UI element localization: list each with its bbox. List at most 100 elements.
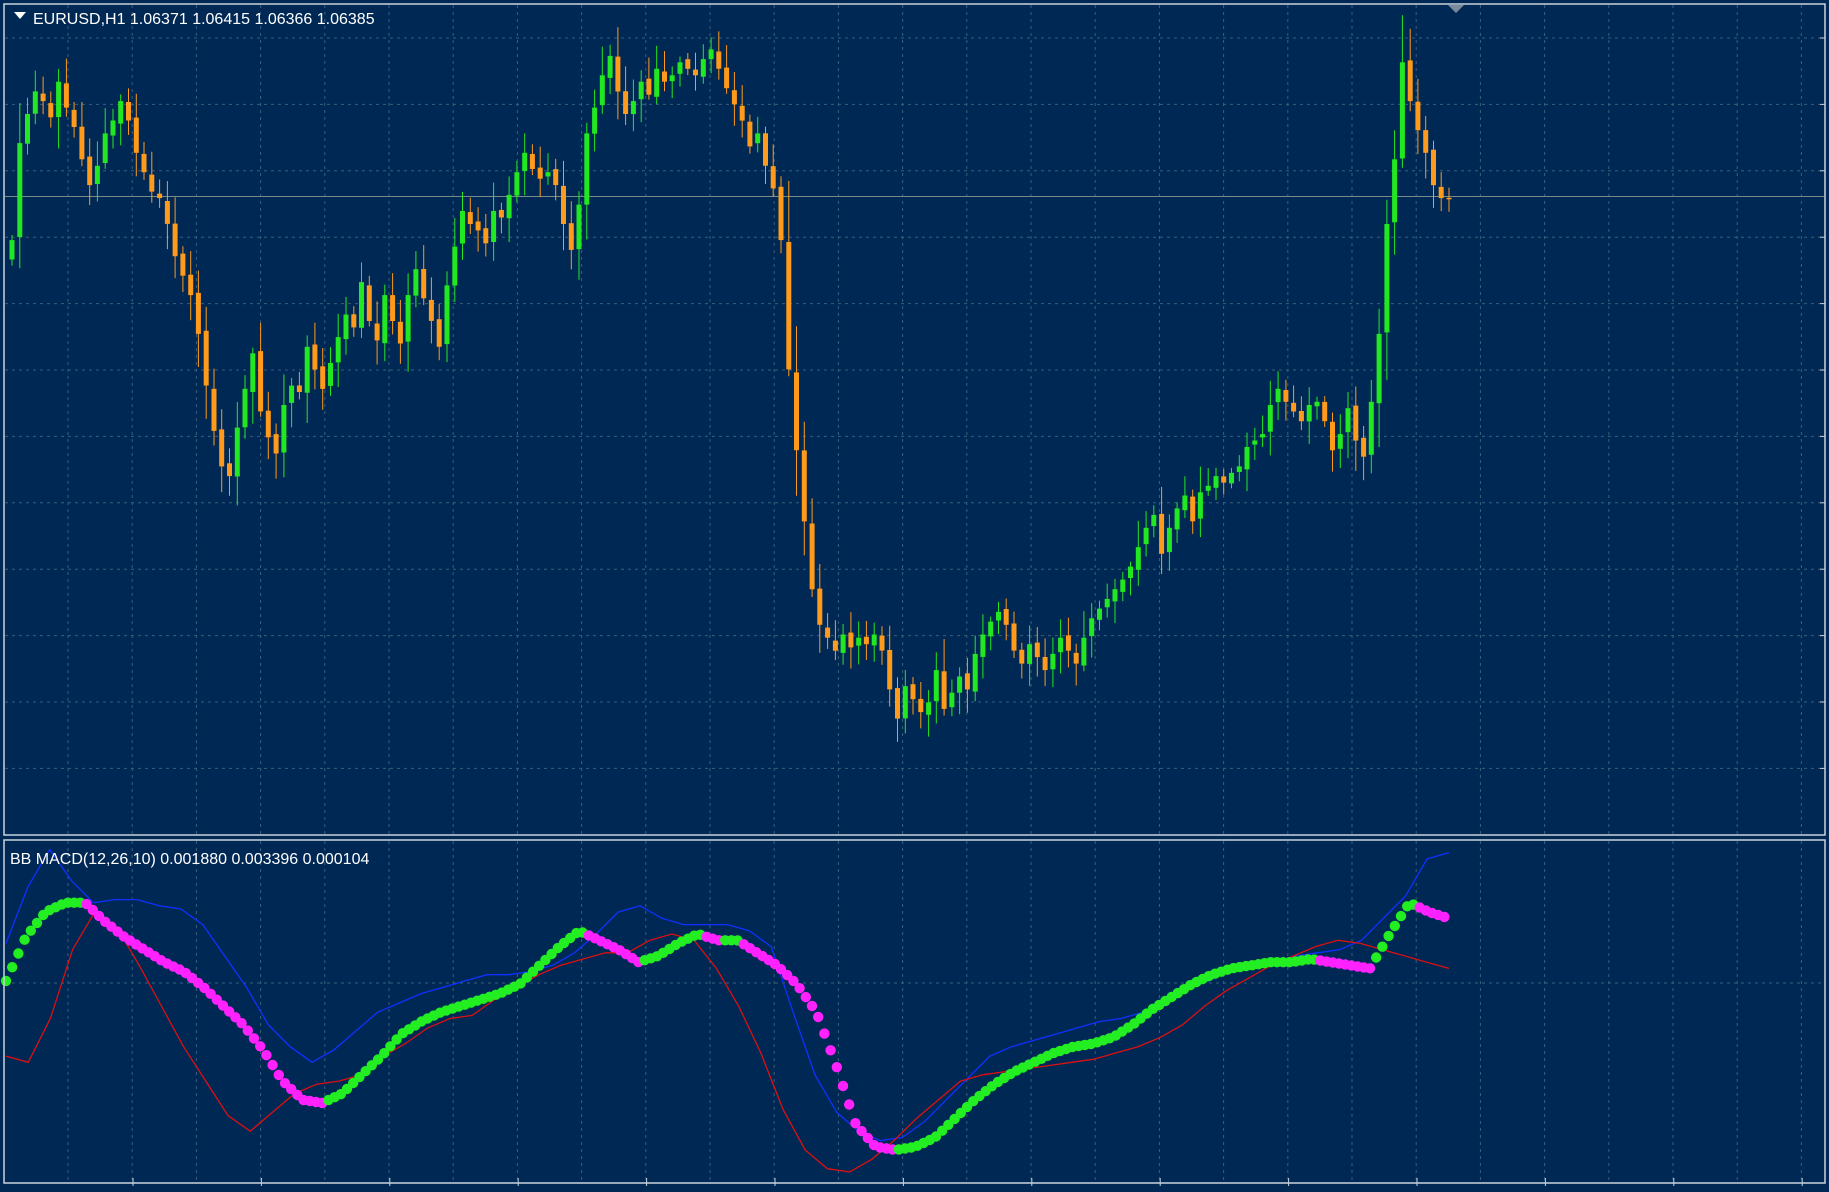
candle-body — [1446, 197, 1452, 200]
candle-body — [607, 55, 613, 78]
candle-body — [63, 83, 69, 108]
candle-body — [863, 636, 869, 645]
candle — [708, 37, 714, 74]
candle-body — [848, 632, 854, 648]
candle-body — [219, 429, 225, 467]
candle-body — [79, 126, 85, 160]
candle — [1392, 130, 1398, 255]
candle-body — [32, 91, 38, 114]
price-panel[interactable]: EURUSD,H1 1.06371 1.06415 1.06366 1.0638… — [3, 3, 1826, 836]
candle-body — [141, 153, 147, 173]
macd-dot-falling — [813, 1011, 824, 1023]
candle-body — [763, 133, 768, 166]
candle-body — [1330, 421, 1335, 451]
candle-body — [902, 686, 908, 719]
candle-body — [195, 292, 201, 334]
candle — [475, 207, 481, 252]
candle-body — [561, 185, 566, 224]
candle — [1058, 619, 1064, 674]
macd-dot-rising — [1389, 920, 1401, 932]
candle — [1252, 427, 1258, 460]
candle — [467, 197, 473, 234]
candle-body — [164, 201, 170, 224]
candle — [157, 179, 163, 208]
candle — [677, 56, 683, 87]
candle — [1174, 502, 1180, 543]
candle-body — [188, 274, 194, 296]
candle-body — [755, 133, 761, 144]
candle — [778, 176, 784, 254]
candle-body — [413, 269, 419, 296]
candle-body — [778, 186, 784, 241]
candle — [126, 88, 131, 135]
candle-body — [335, 337, 341, 363]
candle — [444, 271, 450, 363]
macd-dot-falling — [844, 1099, 855, 1110]
collapse-triangle-icon[interactable] — [14, 12, 26, 19]
candle — [1236, 455, 1242, 482]
macd-dot-falling — [788, 975, 799, 987]
candle-body — [1034, 642, 1040, 658]
candle — [460, 191, 465, 260]
candle-body — [592, 107, 598, 134]
candle-body — [1392, 159, 1398, 223]
candle-body — [910, 684, 916, 700]
candle — [1166, 514, 1172, 571]
candle — [227, 448, 232, 496]
candle — [436, 304, 442, 361]
candle-body — [522, 152, 528, 171]
candle-body — [568, 223, 574, 250]
chart-shift-marker-icon[interactable] — [1448, 5, 1464, 13]
candle — [1322, 396, 1328, 427]
candle — [312, 322, 318, 390]
candle — [1376, 308, 1382, 447]
candle-body — [1322, 401, 1328, 422]
candle-body — [677, 62, 683, 74]
candle — [646, 57, 652, 100]
macd-panel[interactable]: BB MACD(12,26,10) 0.001880 0.003396 0.00… — [0, 839, 1826, 1184]
candle-body — [856, 637, 862, 646]
candle — [630, 79, 636, 132]
candle — [1019, 642, 1025, 679]
candle-body — [460, 211, 465, 244]
candle-body — [941, 671, 947, 709]
macd-dot-rising — [0, 975, 12, 987]
candle-body — [1050, 653, 1056, 670]
candle — [87, 138, 93, 206]
macd-dot-falling — [806, 1000, 818, 1012]
macd-dot-falling — [273, 1069, 284, 1081]
candle — [397, 299, 403, 364]
candle-body — [397, 321, 403, 344]
candle — [716, 31, 722, 80]
candle-body — [467, 212, 473, 224]
candle-body — [1065, 635, 1071, 651]
candle-body — [840, 634, 846, 653]
candle-body — [1182, 495, 1188, 511]
candle — [1042, 638, 1048, 687]
candle-body — [1298, 411, 1304, 422]
candle-body — [1143, 527, 1149, 545]
candle — [988, 616, 994, 651]
candle — [351, 306, 357, 337]
candle — [1097, 600, 1102, 631]
candle — [529, 144, 535, 176]
candle — [693, 52, 698, 91]
candle — [211, 368, 217, 446]
candle — [234, 401, 240, 506]
candle-body — [1345, 408, 1351, 433]
candle — [840, 623, 846, 665]
candle — [1306, 387, 1312, 444]
candle — [1081, 611, 1087, 672]
candle — [553, 158, 559, 201]
candle-body — [1213, 476, 1219, 488]
candle — [522, 133, 528, 196]
candle — [428, 277, 434, 344]
macd-dot-falling — [1439, 911, 1450, 923]
candle — [359, 262, 364, 338]
candle — [685, 53, 691, 76]
candle — [1213, 467, 1219, 500]
candle-body — [895, 688, 900, 719]
